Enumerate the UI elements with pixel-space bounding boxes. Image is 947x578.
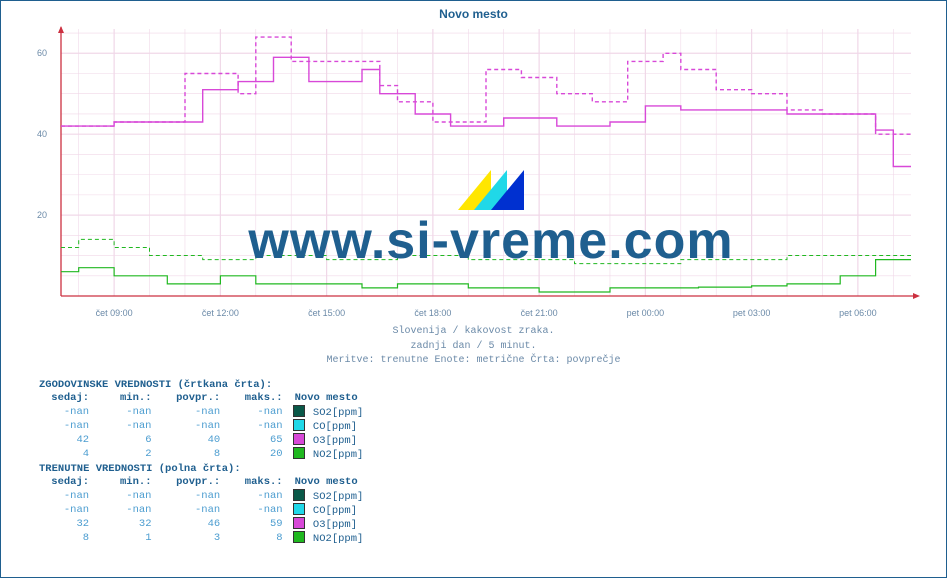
chart-frame: Novo mesto www.si-vreme.com 204060 www.s… <box>0 0 947 578</box>
y-axis-labels: 204060 <box>1 26 51 306</box>
color-swatch <box>293 447 305 459</box>
color-swatch <box>293 405 305 417</box>
table-row: -nan-nan-nan-nan CO[ppm] <box>39 503 389 517</box>
color-swatch <box>293 489 305 501</box>
chart-plot-area <box>56 26 926 306</box>
color-swatch <box>293 503 305 515</box>
chart-title: Novo mesto <box>1 7 946 21</box>
table-row: -nan-nan-nan-nan SO2[ppm] <box>39 405 389 419</box>
table-row: 4264065 O3[ppm] <box>39 433 389 447</box>
color-swatch <box>293 517 305 529</box>
table-row: 8138 NO2[ppm] <box>39 531 389 545</box>
table-row: -nan-nan-nan-nan CO[ppm] <box>39 419 389 433</box>
table-row: 42820 NO2[ppm] <box>39 447 389 461</box>
historic-table: sedaj:min.:povpr.:maks.:Novo mesto-nan-n… <box>39 391 389 461</box>
color-swatch <box>293 531 305 543</box>
x-axis-labels: čet 09:00čet 12:00čet 15:00čet 18:00čet … <box>56 308 926 322</box>
current-table: sedaj:min.:povpr.:maks.:Novo mesto-nan-n… <box>39 475 389 545</box>
current-title: TRENUTNE VREDNOSTI (polna črta): <box>39 463 389 475</box>
color-swatch <box>293 433 305 445</box>
chart-subtext: Slovenija / kakovost zraka. zadnji dan /… <box>1 325 946 369</box>
data-tables: ZGODOVINSKE VREDNOSTI (črtkana črta): se… <box>39 379 389 545</box>
chart-svg <box>56 26 926 306</box>
historic-title: ZGODOVINSKE VREDNOSTI (črtkana črta): <box>39 379 389 391</box>
table-row: 32324659 O3[ppm] <box>39 517 389 531</box>
table-row: -nan-nan-nan-nan SO2[ppm] <box>39 489 389 503</box>
color-swatch <box>293 419 305 431</box>
